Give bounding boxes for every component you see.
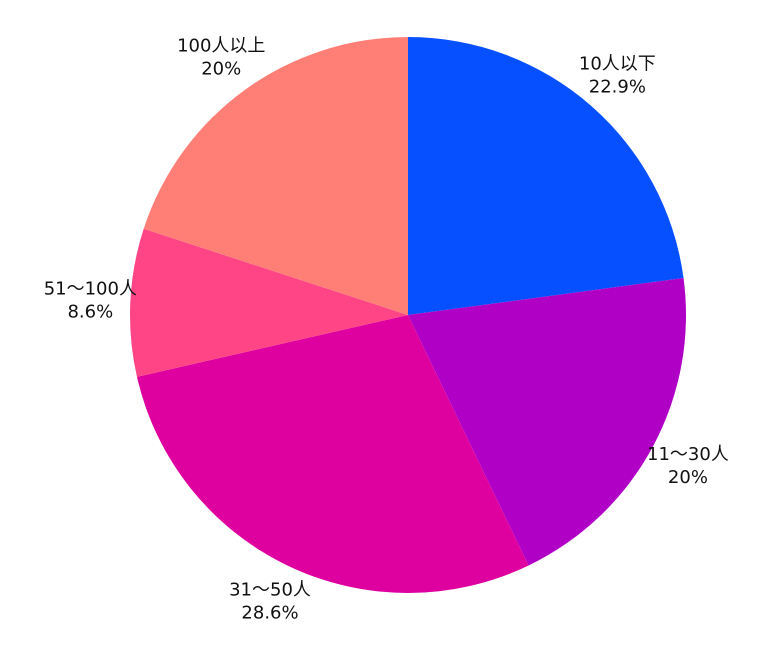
slice-label: 10人以下 [579,54,656,75]
value-label: 20% [668,467,708,488]
value-label: 8.6% [67,302,113,323]
pie-slice [136,315,529,593]
value-label: 22.9% [589,77,646,98]
slice-label: 11～30人 [647,444,729,465]
pie-slice [143,37,408,315]
slice-label: 51～100人 [44,279,137,300]
value-label: 20% [201,59,241,80]
pie-slice [408,278,686,566]
value-label: 28.6% [241,603,298,624]
slice-label: 100人以上 [177,36,265,57]
pie-slice [408,37,684,315]
slice-label: 31～50人 [229,580,311,601]
pie-slice [130,228,408,377]
